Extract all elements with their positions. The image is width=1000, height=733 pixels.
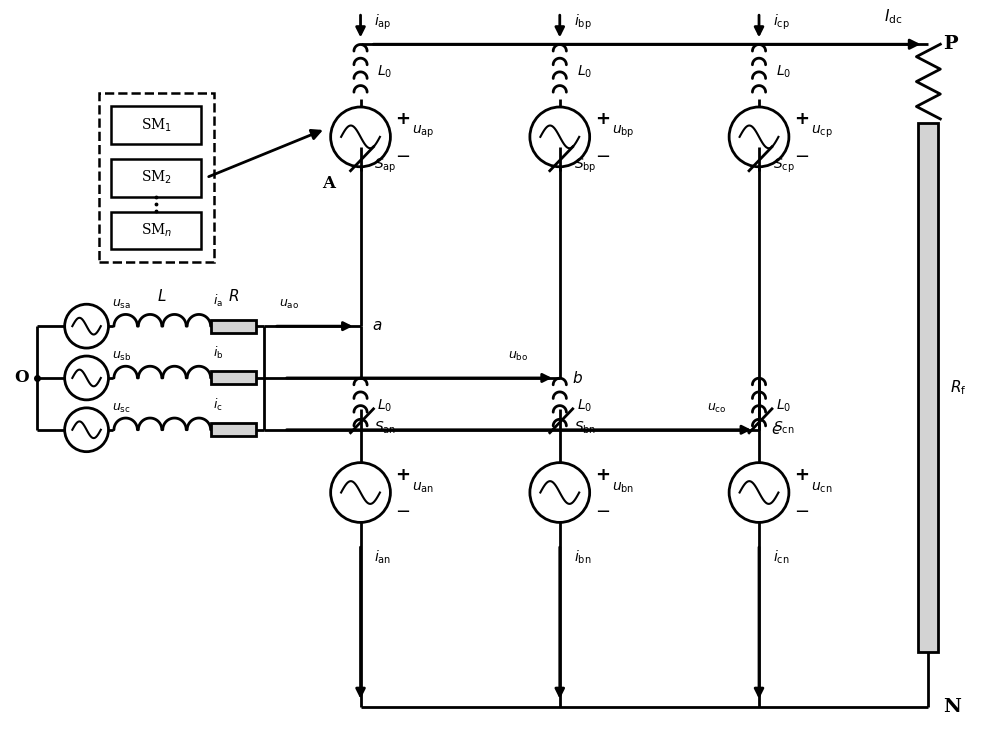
Text: $i_{\rm an}$: $i_{\rm an}$ [374, 548, 392, 566]
Text: $i_{\rm cp}$: $i_{\rm cp}$ [773, 12, 790, 32]
Text: $S_{\rm an}$: $S_{\rm an}$ [374, 419, 397, 436]
Text: $u_{\rm an}$: $u_{\rm an}$ [412, 480, 434, 495]
Text: $-$: $-$ [794, 501, 809, 520]
Text: P: P [943, 35, 958, 54]
Text: +: + [595, 465, 610, 484]
Text: $L_0$: $L_0$ [776, 64, 791, 80]
Text: $b$: $b$ [572, 370, 583, 386]
Text: $i_{\rm bp}$: $i_{\rm bp}$ [574, 12, 591, 32]
Text: $i_{\rm ap}$: $i_{\rm ap}$ [374, 12, 392, 32]
Bar [211, 372, 256, 384]
Text: +: + [395, 110, 410, 128]
Text: N: N [943, 698, 961, 715]
Text: $S_{\rm bn}$: $S_{\rm bn}$ [574, 419, 596, 436]
Text: $L$: $L$ [157, 288, 167, 304]
Text: $u_{\rm cp}$: $u_{\rm cp}$ [811, 124, 833, 140]
Text: A: A [322, 174, 335, 192]
Text: $u_{\rm bn}$: $u_{\rm bn}$ [612, 480, 634, 495]
Text: $i_{\rm b}$: $i_{\rm b}$ [213, 345, 224, 361]
Text: $u_{\rm co}$: $u_{\rm co}$ [707, 402, 727, 415]
Text: $-$: $-$ [395, 146, 411, 163]
Text: $u_{\rm ao}$: $u_{\rm ao}$ [279, 298, 299, 312]
Text: $L_0$: $L_0$ [377, 397, 393, 413]
Text: $S_{\rm bp}$: $S_{\rm bp}$ [574, 157, 596, 175]
Text: $L_0$: $L_0$ [577, 397, 592, 413]
Text: $i_{\rm bn}$: $i_{\rm bn}$ [574, 548, 591, 566]
Bar [111, 159, 201, 196]
Text: $a$: $a$ [372, 319, 383, 334]
Text: $S_{\rm ap}$: $S_{\rm ap}$ [374, 157, 397, 175]
Text: $-$: $-$ [595, 146, 610, 163]
Text: $-$: $-$ [395, 501, 411, 520]
Text: $L_0$: $L_0$ [776, 397, 791, 413]
Text: +: + [595, 110, 610, 128]
Text: $I_{\rm dc}$: $I_{\rm dc}$ [884, 7, 903, 26]
Text: $-$: $-$ [794, 146, 809, 163]
Text: SM$_n$: SM$_n$ [141, 222, 172, 239]
Text: $S_{\rm cp}$: $S_{\rm cp}$ [773, 157, 795, 175]
Text: SM$_2$: SM$_2$ [141, 169, 172, 186]
Bar [111, 106, 201, 144]
Text: $i_{\rm cn}$: $i_{\rm cn}$ [773, 548, 790, 566]
Text: $-$: $-$ [595, 501, 610, 520]
Text: O: O [14, 369, 29, 386]
Text: $S_{\rm cn}$: $S_{\rm cn}$ [773, 419, 794, 436]
Bar [918, 123, 938, 652]
Text: $L_0$: $L_0$ [377, 64, 393, 80]
Text: $R$: $R$ [228, 288, 239, 304]
Text: $i_{\rm a}$: $i_{\rm a}$ [213, 293, 223, 309]
Text: +: + [794, 465, 809, 484]
Bar [211, 423, 256, 436]
Text: $u_{\rm cn}$: $u_{\rm cn}$ [811, 480, 832, 495]
Text: $u_{\rm ap}$: $u_{\rm ap}$ [412, 124, 435, 140]
Text: $u_{\rm bo}$: $u_{\rm bo}$ [508, 350, 528, 363]
Text: $c$: $c$ [771, 423, 781, 437]
Text: $u_{\rm sb}$: $u_{\rm sb}$ [112, 350, 132, 363]
Text: $u_{\rm sa}$: $u_{\rm sa}$ [112, 298, 132, 312]
Text: $L_0$: $L_0$ [577, 64, 592, 80]
Text: SM$_1$: SM$_1$ [141, 117, 172, 133]
Bar [111, 212, 201, 249]
Bar [99, 93, 214, 262]
Bar [211, 320, 256, 333]
Text: $u_{\rm bp}$: $u_{\rm bp}$ [612, 124, 634, 140]
Text: $R_{\rm f}$: $R_{\rm f}$ [950, 378, 967, 397]
Text: $i_{\rm c}$: $i_{\rm c}$ [213, 397, 223, 413]
Text: +: + [794, 110, 809, 128]
Text: +: + [395, 465, 410, 484]
Text: $u_{\rm sc}$: $u_{\rm sc}$ [112, 402, 131, 415]
